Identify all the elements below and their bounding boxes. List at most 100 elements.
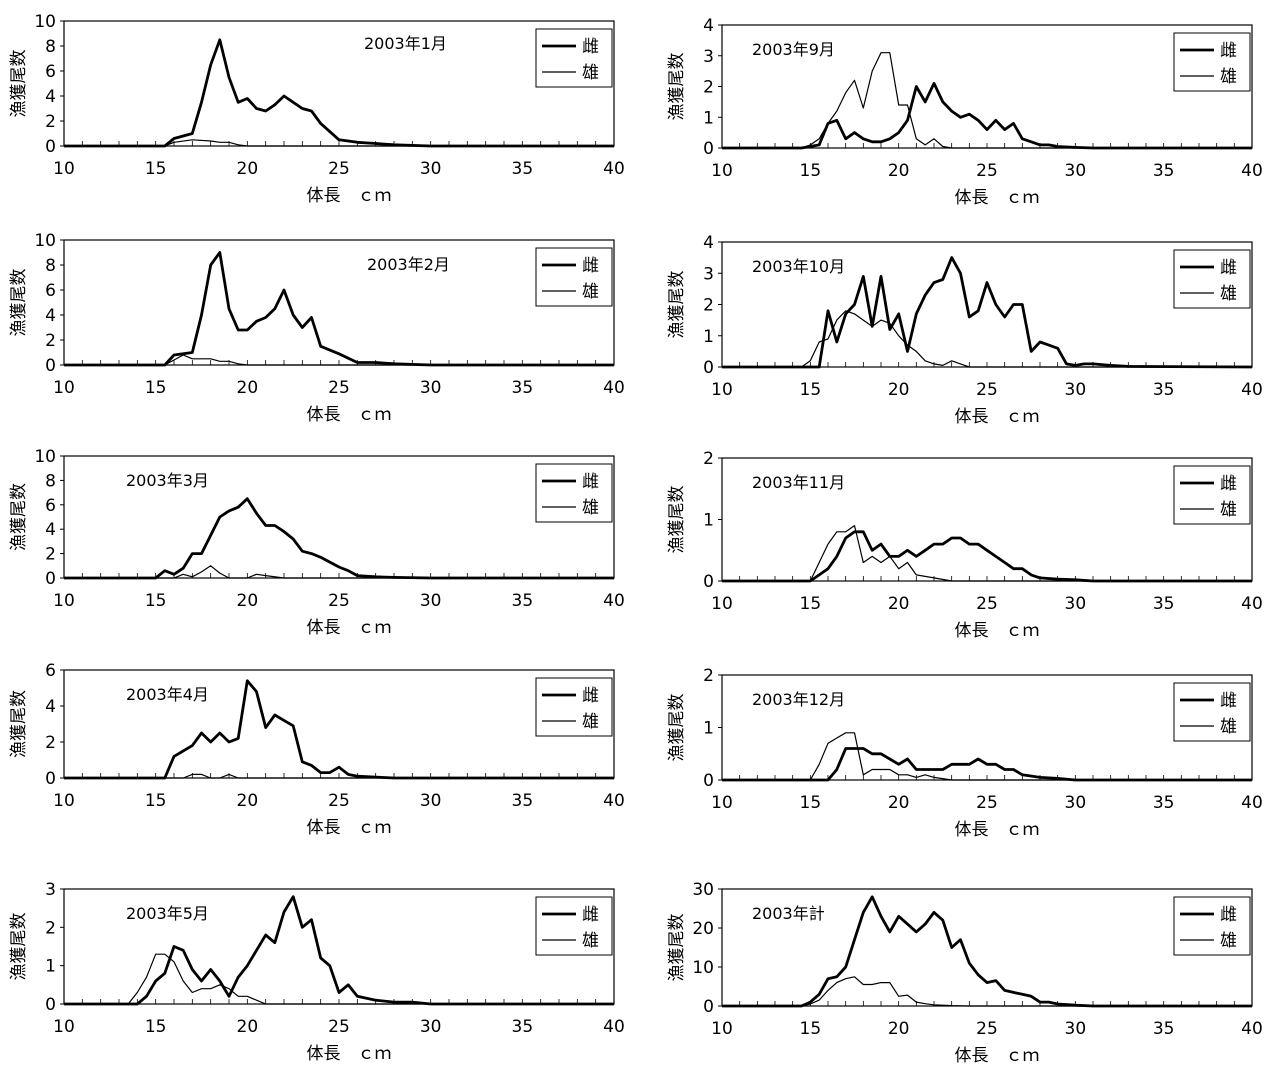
x-axis-label: 体長 ｃｍ xyxy=(307,818,392,838)
x-tick-label: 25 xyxy=(328,791,350,811)
y-tick-label: 4 xyxy=(703,233,714,253)
x-tick-label: 15 xyxy=(145,378,167,398)
x-tick-label: 35 xyxy=(1153,161,1175,181)
series-male-line xyxy=(64,565,614,579)
chart-title: 2003年4月 xyxy=(126,685,209,704)
x-tick-label: 15 xyxy=(145,791,167,811)
legend: 雌雄 xyxy=(1173,682,1251,742)
series-male-line xyxy=(722,732,1252,781)
legend-female-label: 雌 xyxy=(1220,258,1237,278)
x-tick-label: 10 xyxy=(711,793,733,813)
x-tick-label: 30 xyxy=(1065,793,1087,813)
x-tick-label: 40 xyxy=(603,1017,625,1037)
y-tick-label: 0 xyxy=(703,358,714,378)
x-tick-label: 35 xyxy=(512,378,534,398)
x-tick-label: 20 xyxy=(888,594,910,614)
x-tick-label: 15 xyxy=(800,594,822,614)
legend: 雌雄 xyxy=(1173,465,1251,525)
series-female-line xyxy=(722,895,1252,1008)
chart-panel-5: 0 1 2 3 10 15 20 25 30 35 40 体長 ｃｍ 漁獲尾数 2003年5月 雌雄 xyxy=(9,880,625,1064)
y-tick-label: 1 xyxy=(703,511,714,531)
legend-female-label: 雌 xyxy=(582,256,599,276)
x-axis-label: 体長 ｃｍ xyxy=(307,405,392,425)
x-tick-label: 10 xyxy=(711,161,733,181)
chart-title: 2003年11月 xyxy=(752,473,845,492)
series-female-line xyxy=(64,679,614,780)
y-tick-label: 2 xyxy=(45,733,56,753)
legend-male-label: 雄 xyxy=(582,498,599,518)
x-tick-label: 35 xyxy=(1153,1019,1175,1039)
x-tick-label: 15 xyxy=(145,159,167,179)
legend-male-label: 雄 xyxy=(582,931,599,951)
x-tick-label: 25 xyxy=(328,591,350,611)
y-tick-label: 10 xyxy=(34,231,56,251)
y-tick-label: 3 xyxy=(703,264,714,284)
legend-female-label: 雌 xyxy=(1220,691,1237,711)
legend-box xyxy=(535,677,613,737)
y-tick-label: 4 xyxy=(45,520,56,540)
y-axis-label: 漁獲尾数 xyxy=(667,486,687,554)
series-female-line xyxy=(722,82,1252,150)
chart-panel-4: 0 2 4 6 10 15 20 25 30 35 40 体長 ｃｍ 漁獲尾数 2003年4月 雌雄 xyxy=(9,661,625,838)
series-male-line xyxy=(64,773,614,779)
y-axis-label: 漁獲尾数 xyxy=(9,269,29,337)
x-tick-label: 30 xyxy=(420,1017,442,1037)
chart-title: 2003年9月 xyxy=(752,40,835,59)
chart-title: 2003年1月 xyxy=(364,34,447,53)
x-tick-label: 10 xyxy=(53,791,75,811)
y-tick-label: 6 xyxy=(45,661,56,681)
x-axis-label: 体長 ｃｍ xyxy=(955,621,1040,641)
y-tick-label: 8 xyxy=(45,471,56,491)
y-axis-label: 漁獲尾数 xyxy=(9,483,29,551)
legend-box xyxy=(1173,249,1251,309)
x-axis-label: 体長 ｃｍ xyxy=(307,186,392,206)
y-axis-label: 漁獲尾数 xyxy=(667,271,687,339)
legend-box xyxy=(1173,32,1251,92)
x-tick-label: 30 xyxy=(1065,380,1087,400)
y-tick-label: 10 xyxy=(34,12,56,32)
chart-title: 2003年5月 xyxy=(126,904,209,923)
y-tick-label: 10 xyxy=(692,958,714,978)
y-tick-label: 0 xyxy=(45,769,56,789)
legend-female-label: 雌 xyxy=(582,37,599,57)
x-tick-label: 40 xyxy=(1241,161,1263,181)
y-axis-label: 漁獲尾数 xyxy=(667,53,687,121)
x-tick-label: 10 xyxy=(711,380,733,400)
y-tick-label: 4 xyxy=(45,697,56,717)
y-tick-label: 2 xyxy=(45,112,56,132)
x-tick-label: 15 xyxy=(800,161,822,181)
x-tick-label: 25 xyxy=(976,161,998,181)
legend-box xyxy=(1173,896,1251,956)
x-tick-label: 20 xyxy=(237,159,259,179)
y-tick-label: 4 xyxy=(45,87,56,107)
x-tick-label: 40 xyxy=(1241,793,1263,813)
x-tick-label: 25 xyxy=(976,380,998,400)
x-tick-label: 40 xyxy=(1241,1019,1263,1039)
legend-male-label: 雄 xyxy=(1220,284,1237,304)
x-tick-label: 30 xyxy=(1065,161,1087,181)
legend: 雌雄 xyxy=(1173,896,1251,956)
y-tick-label: 0 xyxy=(45,995,56,1015)
series-male-line xyxy=(722,310,1252,368)
x-tick-label: 10 xyxy=(711,1019,733,1039)
legend-male-label: 雄 xyxy=(582,63,599,83)
x-tick-label: 30 xyxy=(420,791,442,811)
y-tick-label: 0 xyxy=(703,139,714,159)
x-tick-label: 35 xyxy=(512,591,534,611)
x-tick-label: 20 xyxy=(888,380,910,400)
y-axis-label: 漁獲尾数 xyxy=(9,913,29,981)
series-male-line xyxy=(64,953,614,1005)
legend: 雌雄 xyxy=(1173,32,1251,92)
x-tick-label: 20 xyxy=(237,591,259,611)
x-tick-label: 10 xyxy=(53,378,75,398)
chart-panel-3: 0 2 4 6 8 10 10 15 20 25 30 35 40 体長 ｃｍ 漁獲尾数 2003年3月 雌雄 xyxy=(9,447,625,638)
plot-frame xyxy=(63,239,615,366)
y-tick-label: 1 xyxy=(703,719,714,739)
chart-title: 2003年3月 xyxy=(126,471,209,490)
x-tick-label: 20 xyxy=(888,161,910,181)
y-tick-label: 0 xyxy=(45,569,56,589)
y-tick-label: 2 xyxy=(703,666,714,686)
legend: 雌雄 xyxy=(535,463,613,523)
x-tick-label: 20 xyxy=(888,1019,910,1039)
x-tick-label: 10 xyxy=(53,591,75,611)
